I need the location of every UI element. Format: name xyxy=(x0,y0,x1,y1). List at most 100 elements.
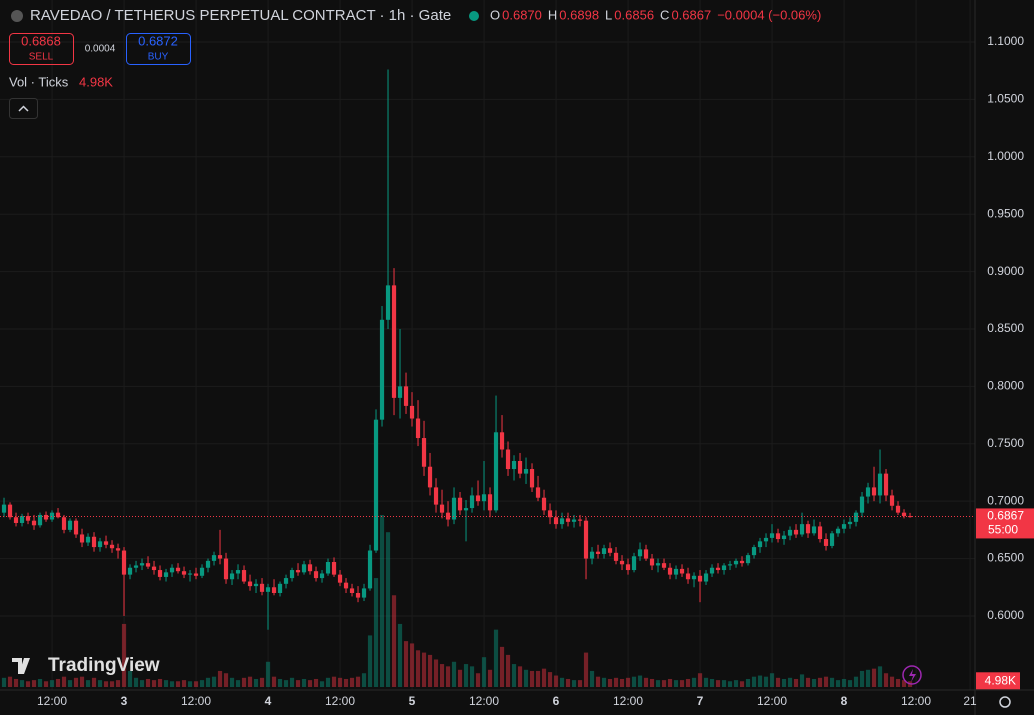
volume-bar xyxy=(667,678,673,687)
candle-body xyxy=(301,564,307,573)
x-tick-label: 5 xyxy=(409,694,416,708)
collapse-icon xyxy=(18,105,29,112)
volume-bar xyxy=(661,680,667,687)
volume-bar xyxy=(493,629,499,687)
candle-body xyxy=(793,529,799,535)
candle-body xyxy=(169,567,175,573)
candle-body xyxy=(151,566,157,571)
volume-bar xyxy=(49,680,55,687)
volume-bar xyxy=(817,677,823,687)
candle-body xyxy=(289,570,295,579)
x-tick-label: 12:00 xyxy=(901,694,931,708)
candle-body xyxy=(457,497,463,511)
candle-body xyxy=(895,505,901,513)
candle-body xyxy=(841,524,847,529)
candle-body xyxy=(187,573,193,575)
candle-body xyxy=(211,555,217,561)
volume-bar xyxy=(79,676,85,687)
sell-button[interactable] xyxy=(9,33,74,65)
alert-icon[interactable] xyxy=(902,665,922,685)
volume-bar xyxy=(151,680,157,687)
candle-body xyxy=(859,496,865,513)
candle-body xyxy=(565,518,571,522)
volume-bar xyxy=(169,681,175,687)
volume-bar xyxy=(499,646,505,687)
candle-body xyxy=(781,535,787,540)
candle-body xyxy=(799,524,805,535)
candle-body xyxy=(247,581,253,587)
status-dot xyxy=(469,11,479,21)
volume-bar xyxy=(835,680,841,687)
y-tick-label: 0.7000 xyxy=(987,493,1024,507)
settings-icon[interactable] xyxy=(999,696,1011,708)
volume-bar xyxy=(373,578,379,687)
volume-bar xyxy=(13,678,19,687)
candle-body xyxy=(163,572,169,577)
candle-body xyxy=(1,504,7,513)
volume-bar xyxy=(199,680,205,687)
collapse-button[interactable] xyxy=(9,98,38,119)
volume-bar xyxy=(889,676,895,687)
volume-bar xyxy=(139,680,145,687)
candle-body xyxy=(283,578,289,584)
volume-bar xyxy=(271,676,277,687)
candle-body xyxy=(361,588,367,598)
candle-body xyxy=(787,529,793,536)
candle-body xyxy=(331,562,337,575)
volume-bar xyxy=(223,673,229,687)
candle-body xyxy=(553,517,559,525)
volume-bar xyxy=(73,677,79,687)
candle-body xyxy=(43,514,49,520)
volume-bar xyxy=(895,678,901,687)
candle-body xyxy=(601,548,607,554)
volume-bar xyxy=(229,677,235,687)
volume-bar xyxy=(853,676,859,687)
candle-body xyxy=(811,526,817,534)
volume-bar xyxy=(625,677,631,687)
brand-name: TradingView xyxy=(48,655,160,676)
candle-body xyxy=(559,518,565,525)
volume-bar xyxy=(547,672,553,687)
volume-bar xyxy=(253,678,259,687)
candle-body xyxy=(643,549,649,559)
candle-body xyxy=(139,563,145,566)
candle-body xyxy=(733,560,739,565)
candle-body xyxy=(235,570,241,574)
candle-body xyxy=(769,533,775,538)
candle-body xyxy=(469,495,475,509)
volume-bar xyxy=(211,676,217,687)
volume-bar xyxy=(691,677,697,687)
x-tick-label: 7 xyxy=(697,694,704,708)
candle-body xyxy=(205,560,211,568)
volume-bar xyxy=(607,678,613,687)
buy-button[interactable] xyxy=(126,33,191,65)
volume-bar xyxy=(877,666,883,687)
candle-body xyxy=(571,519,577,522)
candle-body xyxy=(379,319,385,420)
candle-body xyxy=(583,520,589,559)
volume-bar xyxy=(715,680,721,687)
candle-body xyxy=(391,285,397,398)
volume-bar xyxy=(457,669,463,687)
volume-bar xyxy=(307,680,313,687)
volume-bar xyxy=(883,673,889,687)
volume-bar xyxy=(487,669,493,687)
volume-bar xyxy=(157,678,163,687)
volume-bar xyxy=(595,676,601,687)
volume-bar xyxy=(739,681,745,687)
candle-body xyxy=(829,533,835,546)
volume-bar xyxy=(553,675,559,687)
candle-body xyxy=(517,460,523,474)
candle-body xyxy=(805,524,811,534)
volume-bar xyxy=(217,670,223,687)
volume-bar xyxy=(559,677,565,687)
volume-bar xyxy=(97,680,103,687)
candle-body xyxy=(415,418,421,439)
y-tick-label: 0.8500 xyxy=(987,321,1024,335)
candle-body xyxy=(595,551,601,554)
volume-bar xyxy=(163,680,169,687)
candle-body xyxy=(625,564,631,571)
candle-body xyxy=(121,550,127,575)
candle-body xyxy=(679,568,685,574)
volume-bar xyxy=(31,680,37,687)
